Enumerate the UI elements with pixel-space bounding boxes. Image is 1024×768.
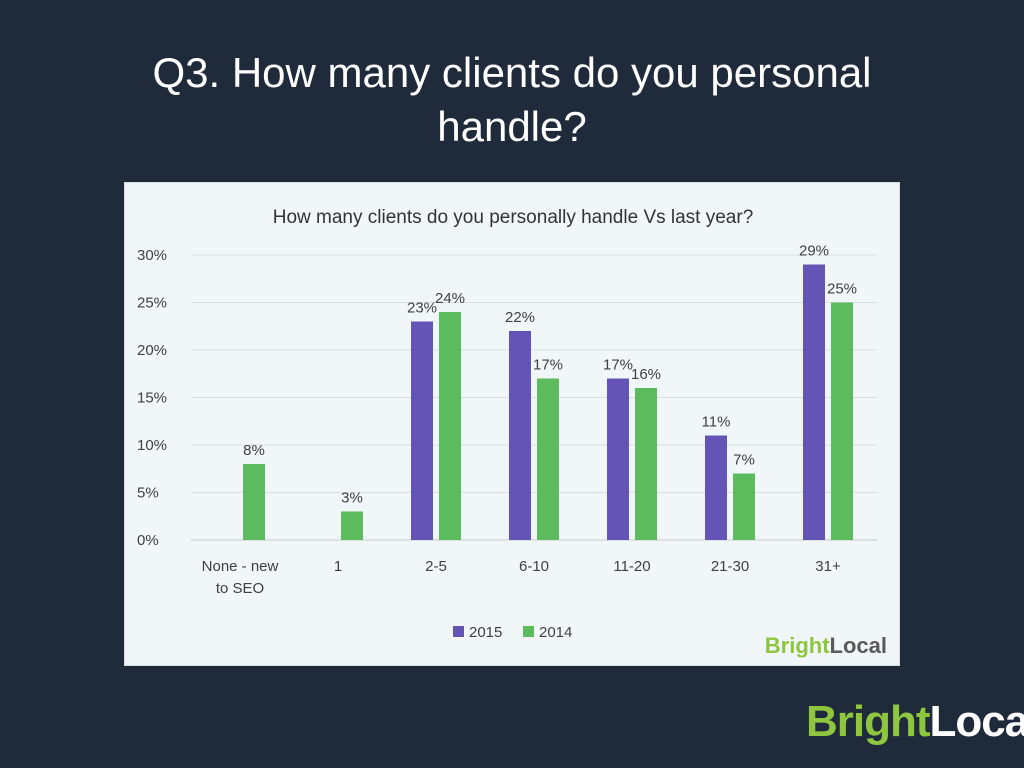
category-label: to SEO [216, 580, 264, 597]
data-label: 23% [407, 300, 437, 317]
bar-2014 [635, 388, 657, 540]
category-label: 2-5 [425, 558, 447, 575]
category-label: 11-20 [613, 558, 650, 575]
bar-2015 [509, 331, 531, 540]
category-label: 1 [334, 558, 342, 575]
bar-chart: How many clients do you personally handl… [137, 207, 887, 658]
data-label: 3% [341, 490, 363, 507]
logo-bright: Bright [806, 697, 931, 746]
y-tick-label: 10% [137, 437, 167, 454]
category-label: 6-10 [519, 558, 549, 575]
category-label: 21-30 [711, 558, 749, 575]
gridlines [191, 254, 877, 541]
chart-logo-local: Local [830, 633, 887, 658]
y-tick-label: 20% [137, 342, 167, 359]
bar-2014 [831, 302, 853, 540]
data-label: 8% [243, 442, 265, 459]
chart-title: How many clients do you personally handl… [273, 207, 754, 228]
data-label: 16% [631, 366, 661, 383]
category-label: None - new [202, 558, 279, 575]
data-label: 25% [827, 281, 857, 298]
legend: 2015 2014 [453, 624, 572, 641]
legend-swatch-2015 [453, 626, 464, 637]
bar-2015 [411, 321, 433, 540]
bars [243, 264, 853, 540]
y-tick-label: 0% [137, 532, 159, 549]
y-axis-ticks: 0% 5% 10% 15% 20% 25% 30% [137, 247, 167, 549]
category-label: 31+ [815, 558, 841, 575]
y-tick-label: 30% [137, 247, 167, 264]
bar-2015 [607, 378, 629, 540]
legend-label-2014: 2014 [539, 624, 572, 641]
data-label: 17% [533, 357, 563, 374]
legend-label-2015: 2015 [469, 624, 502, 641]
brightlocal-logo: BrightLocal [806, 694, 1024, 750]
y-tick-label: 5% [137, 485, 159, 502]
legend-swatch-2014 [523, 626, 534, 637]
bar-2014 [733, 473, 755, 540]
slide-title: Q3. How many clients do you personal han… [152, 49, 872, 150]
data-label: 11% [702, 414, 731, 431]
y-tick-label: 15% [137, 390, 167, 407]
bar-2015 [705, 435, 727, 540]
data-label: 7% [733, 452, 755, 469]
chart-logo: BrightLocal [765, 633, 887, 658]
category-labels: None - new to SEO 1 2-5 6-10 11-20 21-30 31+ [202, 558, 841, 597]
bar-2014 [243, 464, 265, 540]
data-label: 22% [505, 309, 535, 326]
chart-panel: How many clients do you personally handl… [124, 182, 900, 666]
data-label: 29% [799, 243, 829, 260]
bar-2014 [439, 312, 461, 540]
bar-2014 [341, 511, 363, 540]
chart-logo-bright: Bright [765, 633, 830, 658]
bar-2014 [537, 378, 559, 540]
data-label: 17% [603, 357, 633, 374]
logo-local: Local [929, 697, 1024, 746]
bar-2015 [803, 264, 825, 540]
y-tick-label: 25% [137, 295, 167, 312]
data-label: 24% [435, 290, 465, 307]
data-labels: 8%3%23%24%22%17% 17%16%11%7%29%25% [243, 243, 857, 507]
